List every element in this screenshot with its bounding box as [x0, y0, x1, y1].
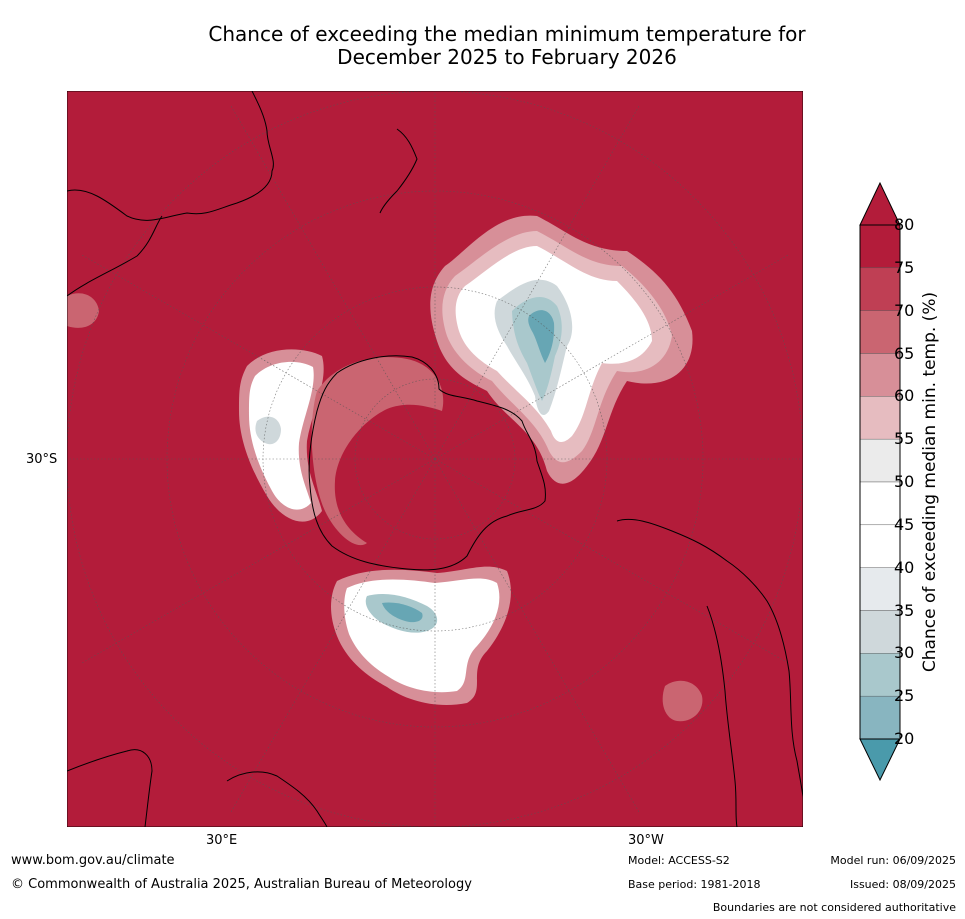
madagascar-coastline	[226, 771, 328, 827]
colorbar-band	[859, 267, 901, 311]
colorbar-tick-label: 50	[894, 472, 915, 491]
south-america-west-coast	[706, 605, 738, 827]
footer-copyright: © Commonwealth of Australia 2025, Austra…	[11, 877, 472, 892]
neutral-region-west	[239, 349, 324, 522]
lon-label-30e: 30°E	[206, 833, 238, 848]
colorbar-band	[859, 653, 901, 697]
neutral-region-atlantic	[430, 215, 693, 484]
warm-pocket-indian-west	[67, 293, 99, 328]
colorbar	[859, 181, 901, 782]
colorbar-tick-label: 55	[894, 429, 915, 449]
footer-issued: Issued: 08/09/2025	[849, 878, 956, 891]
colorbar-band	[859, 224, 901, 269]
graticule	[67, 91, 803, 827]
colorbar-band	[859, 438, 901, 483]
colorbar-band	[859, 310, 901, 354]
map-title-line-1: Chance of exceeding the median minimum t…	[208, 22, 806, 46]
colorbar-tick-label: 20	[894, 729, 915, 748]
lat-label-30s: 30°S	[26, 452, 58, 467]
colorbar-bands	[859, 224, 901, 740]
footer-url[interactable]: www.bom.gov.au/climate	[11, 853, 175, 868]
colorbar-tick-label: 25	[894, 686, 915, 706]
colorbar-tick-label: 35	[894, 600, 915, 620]
lon-label-30w: 30°W	[628, 833, 664, 848]
antarctica-ring-anomaly	[311, 357, 444, 546]
colorbar-tick-label: 75	[894, 257, 915, 277]
colorbar-band	[859, 524, 901, 568]
warm-pocket-south-atlantic	[662, 680, 703, 722]
colorbar-band	[859, 353, 901, 397]
colorbar-tick-label: 30	[894, 643, 915, 663]
australia-south-coast	[67, 215, 163, 297]
africa-coastline	[67, 749, 153, 827]
colorbar-band	[859, 695, 901, 740]
footer-model: Model: ACCESS-S2	[628, 854, 730, 867]
footer-disclaimer: Boundaries are not considered authoritat…	[712, 901, 956, 914]
colorbar-tick-label: 80	[894, 215, 915, 234]
australia-coastline	[67, 91, 274, 221]
colorbar-tick-label: 65	[894, 343, 915, 363]
colorbar-band	[859, 610, 901, 654]
south-america-coastline	[616, 518, 803, 827]
footer-base-period: Base period: 1981-2018	[628, 878, 761, 891]
antarctica-coastline	[308, 355, 546, 571]
map-title-line-2: December 2025 to February 2026	[337, 45, 677, 69]
colorbar-band	[859, 481, 901, 526]
colorbar-tick-label: 70	[894, 300, 915, 320]
colorbar-band	[859, 396, 901, 440]
probability-map	[67, 91, 803, 827]
colorbar-tick-label: 40	[894, 557, 915, 577]
coastlines	[67, 91, 803, 827]
colorbar-tick-label: 45	[894, 514, 915, 534]
new-zealand-coastline	[379, 128, 418, 214]
neutral-region-indian	[331, 566, 511, 706]
colorbar-tick-label: 60	[894, 386, 915, 406]
footer-model-run: Model run: 06/09/2025	[830, 854, 956, 867]
